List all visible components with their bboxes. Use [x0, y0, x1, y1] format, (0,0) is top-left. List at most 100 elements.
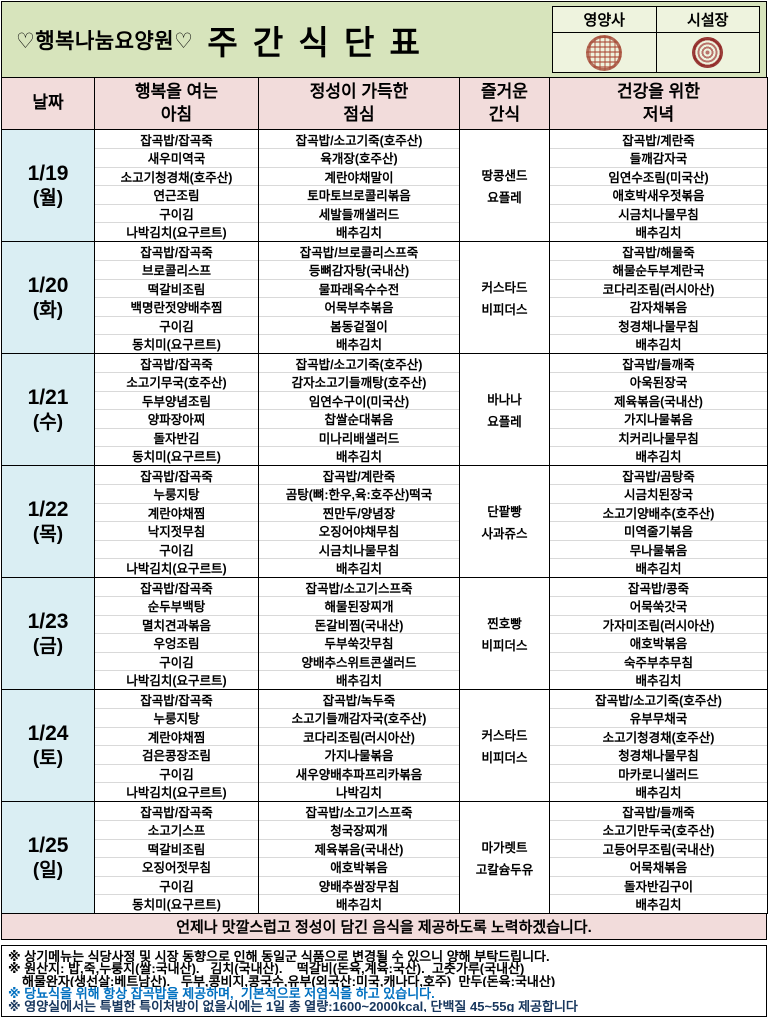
breakfast-cell: 잡곡밥/잡곡죽 새우미역국 소고기청경채(호주산) 연근조림 구이김 나박김치(… — [94, 129, 259, 242]
menu-item: 두부양념조림 — [95, 392, 258, 410]
menu-item: 제육볶음(국내산) — [550, 392, 767, 410]
menu-item: 소고기청경채(호주산) — [95, 168, 258, 186]
note-origin-2: 해물완자(생선살:베트남산). 두부,콩비지,콩국수,유부(외국산:미국,캐나다… — [22, 974, 556, 988]
dinner-cell: 잡곡밥/해물죽 해물순두부계란국 코다리조림(러시아산) 감자채볶음 청경채나물… — [549, 241, 768, 354]
date-cell: 1/20 (화) — [1, 241, 95, 354]
menu-item: 찐만두/양념장 — [259, 504, 459, 522]
lunch-cell: 잡곡밥/소고기죽(호주산) 감자소고기들깨탕(호주산) 임연수구이(미국산) 찹… — [258, 353, 460, 466]
menu-item: 토마토브로콜리볶음 — [259, 186, 459, 205]
menu-item: 들깨감자국 — [550, 149, 767, 168]
menu-item: 구이김 — [95, 317, 258, 335]
date-cell: 1/24 (토) — [1, 689, 95, 802]
director-label: 시설장 — [655, 6, 760, 33]
menu-item: 배추김치 — [635, 338, 682, 353]
breakfast-cell: 잡곡밥/잡곡죽 순두부백탕 멸치견과볶음 우엉조림 구이김 나박김치(요구르트) — [94, 577, 259, 690]
snack-item: 땅콩샌드 — [481, 169, 528, 183]
menu-item: 두부쑥갓무침 — [259, 634, 459, 653]
menu-item: 소고기무국(호주산) — [95, 373, 258, 392]
header-band: ♡행복나눔요양원♡ 주 간 식 단 표 영양사 시설장 — [1, 1, 767, 77]
menu-item: 멸치견과볶음 — [95, 616, 258, 634]
menu-item: 코다리조림(러시아산) — [550, 280, 767, 298]
menu-item: 치커리나물무침 — [550, 429, 767, 447]
snack-item: 바나나 — [487, 393, 522, 407]
menu-item: 순두부백탕 — [95, 597, 258, 616]
date-text: 1/19 — [27, 161, 69, 185]
weekday-text: (월) — [32, 187, 64, 209]
menu-item: 나박김치(요구르트) — [126, 786, 227, 801]
menu-item: 미나리배샐러드 — [259, 429, 459, 447]
menu-item: 잡곡밥/잡곡죽 — [95, 355, 258, 373]
menu-item: 잡곡밥/소고기죽(호주산) — [550, 691, 767, 709]
menu-item: 코다리조림(러시아산) — [259, 728, 459, 746]
menu-item: 우엉조림 — [95, 634, 258, 653]
day-row-mon: 1/19 (월) 잡곡밥/잡곡죽 새우미역국 소고기청경채(호주산) 연근조림 구… — [1, 129, 768, 242]
menu-item: 잡곡밥/잡곡죽 — [95, 691, 258, 709]
snack-item: 요플레 — [487, 415, 522, 429]
day-row-thu: 1/22 (목) 잡곡밥/잡곡죽 누룽지탕 계란야채찜 낙지젓무침 구이김 나박김… — [1, 465, 768, 578]
menu-item: 소고기청경채(호주산) — [550, 728, 767, 746]
menu-item: 계란야채찜 — [95, 728, 258, 746]
menu-item: 육개장(호주산) — [259, 149, 459, 168]
menu-item: 새우양배추파프리카볶음 — [259, 765, 459, 783]
snack-cell: 바나나 요플레 — [459, 353, 550, 466]
menu-item: 잡곡밥/잡곡죽 — [95, 243, 258, 261]
menu-item: 나박김치(요구르트) — [126, 562, 227, 577]
snack-cell: 찐호빵 비피더스 — [459, 577, 550, 690]
weekday-text: (수) — [32, 411, 64, 433]
menu-item: 배추김치 — [635, 562, 682, 577]
menu-item: 돈갈비찜(국내산) — [259, 616, 459, 634]
approval-stamp-box: 영양사 시설장 — [552, 6, 760, 73]
weekday-text: (금) — [32, 635, 64, 657]
menu-item: 감자소고기들깨탕(호주산) — [259, 373, 459, 392]
breakfast-cell: 잡곡밥/잡곡죽 소고기스프 떡갈비조림 오징어젓무침 구이김 동치미(요구르트) — [94, 801, 259, 914]
menu-item: 구이김 — [95, 765, 258, 783]
menu-item: 미역줄기볶음 — [550, 522, 767, 541]
snack-item: 단팥빵 — [487, 505, 522, 519]
menu-item: 돌자반김 — [95, 429, 258, 447]
menu-item: 오징어젓무침 — [95, 858, 258, 877]
menu-item: 동치미(요구르트) — [132, 898, 221, 913]
dinner-cell: 잡곡밥/계란죽 들깨감자국 임연수조림(미국산) 애호박새우젓볶음 시금치나물무… — [549, 129, 768, 242]
menu-item: 잡곡밥/잡곡죽 — [95, 131, 258, 149]
menu-item: 돌자반김구이 — [550, 877, 767, 895]
menu-item: 소고기들깨감자국(호주산) — [259, 709, 459, 728]
menu-item: 구이김 — [95, 653, 258, 671]
date-text: 1/24 — [27, 721, 69, 745]
date-text: 1/22 — [27, 497, 69, 521]
menu-item: 해물된장찌개 — [259, 597, 459, 616]
menu-item: 찹쌀순대볶음 — [259, 410, 459, 429]
menu-item: 잡곡밥/녹두죽 — [259, 691, 459, 709]
dinner-cell: 잡곡밥/소고기죽(호주산) 유부무채국 소고기청경채(호주산) 청경채나물무침 … — [549, 689, 768, 802]
day-row-tue: 1/20 (화) 잡곡밥/잡곡죽 브로콜리스프 떡갈비조림 백명란젓양배추찜 구이… — [1, 241, 768, 354]
menu-item: 계란야채말이 — [259, 168, 459, 186]
snack-cell: 커스타드 비피더스 — [459, 241, 550, 354]
column-header-lunch: 정성이 가득한 점심 — [258, 77, 460, 130]
menu-item: 청경채나물무침 — [550, 746, 767, 765]
menu-item: 양배추쌈장무침 — [259, 877, 459, 895]
date-cell: 1/19 (월) — [1, 129, 95, 242]
menu-item: 구이김 — [95, 541, 258, 559]
menu-item: 잡곡밥/잡곡죽 — [95, 803, 258, 821]
menu-item: 배추김치 — [635, 226, 682, 241]
page-title: 주 간 식 단 표 — [207, 23, 423, 61]
weekday-text: (목) — [32, 523, 64, 545]
menu-item: 오징어야채무침 — [259, 522, 459, 541]
menu-item: 어묵부추볶음 — [259, 298, 459, 317]
breakfast-cell: 잡곡밥/잡곡죽 브로콜리스프 떡갈비조림 백명란젓양배추찜 구이김 동치미(요구… — [94, 241, 259, 354]
menu-item: 숙주부추무침 — [550, 653, 767, 671]
nutritionist-stamp-cell — [552, 32, 657, 73]
column-header-date: 날짜 — [1, 77, 95, 130]
menu-item: 어묵쑥갓국 — [550, 597, 767, 616]
lunch-cell: 잡곡밥/소고기죽(호주산) 육개장(호주산) 계란야채말이 토마토브로콜리볶음 … — [258, 129, 460, 242]
menu-item: 동치미(요구르트) — [132, 450, 221, 465]
snack-item: 비피더스 — [481, 303, 528, 317]
menu-item: 가지나물볶음 — [550, 410, 767, 429]
day-row-sun: 1/25 (일) 잡곡밥/잡곡죽 소고기스프 떡갈비조림 오징어젓무침 구이김 동… — [1, 801, 768, 914]
title-area: ♡행복나눔요양원♡ 주 간 식 단 표 — [16, 16, 552, 64]
snack-item: 찐호빵 — [487, 617, 522, 631]
snack-item: 사과쥬스 — [481, 527, 528, 541]
menu-item: 잡곡밥/곰탕죽 — [550, 467, 767, 485]
dinner-cell: 잡곡밥/들깨죽 아욱된장국 제육볶음(국내산) 가지나물볶음 치커리나물무침 배… — [549, 353, 768, 466]
menu-item: 잡곡밥/계란죽 — [550, 131, 767, 149]
menu-item: 배추김치 — [335, 226, 382, 241]
